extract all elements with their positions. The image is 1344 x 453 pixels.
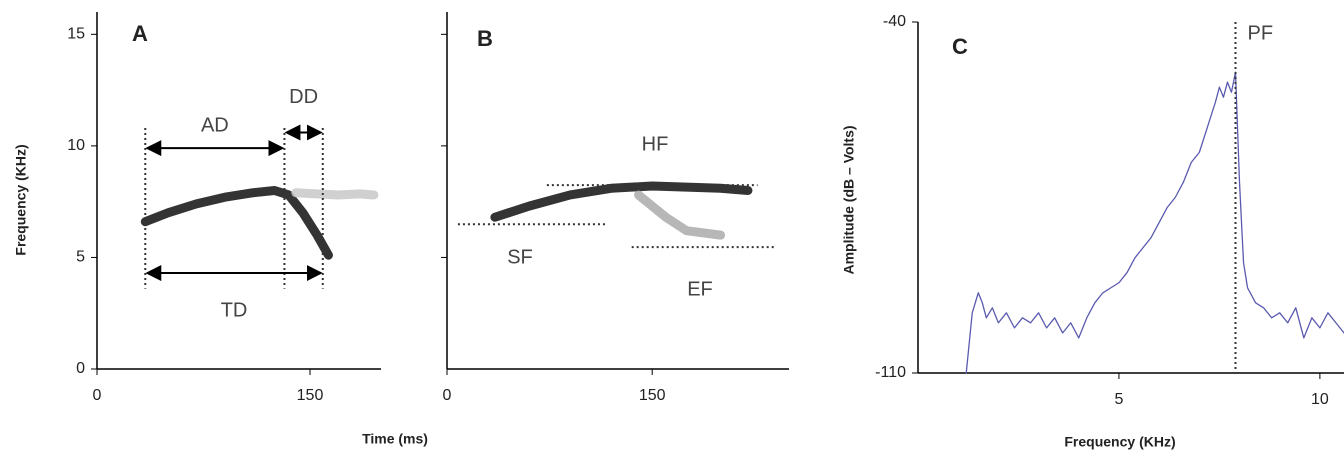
contour [634, 190, 726, 240]
marker-label: PF [1247, 22, 1273, 44]
y-tick-label: 0 [76, 360, 85, 377]
x-tick-label: 10 [1311, 391, 1329, 408]
spectrum-line [965, 71, 1344, 374]
x-tick-label: 0 [443, 387, 452, 404]
level-label: SF [507, 246, 533, 268]
y-tick-label: 10 [67, 137, 85, 154]
level-label: HF [642, 133, 669, 155]
interval-label: DD [289, 86, 318, 108]
panel-title: A [132, 21, 148, 46]
x-tick-label: 150 [297, 387, 324, 404]
y-tick-label: 5 [76, 249, 85, 266]
y-tick-label: 15 [67, 26, 85, 43]
x-tick-label: 0 [93, 387, 102, 404]
contour [490, 181, 753, 222]
y-axis-label: Frequency (KHz) [13, 144, 29, 255]
x-axis-label: Frequency (KHz) [1064, 434, 1175, 450]
contour [291, 188, 379, 200]
y-axis-label: Amplitude (dB – Volts) [841, 125, 857, 274]
y-tick-label: -40 [883, 13, 906, 30]
y-tick-label: -110 [875, 364, 906, 381]
interval-label: TD [221, 299, 248, 321]
contour [140, 186, 333, 260]
x-tick-label: 5 [1114, 391, 1123, 408]
interval-label: AD [201, 114, 229, 136]
panel-title: C [952, 34, 968, 59]
x-axis-label: Time (ms) [362, 431, 428, 447]
level-label: EF [687, 278, 713, 300]
x-tick-label: 150 [639, 387, 666, 404]
panel-title: B [477, 26, 493, 51]
